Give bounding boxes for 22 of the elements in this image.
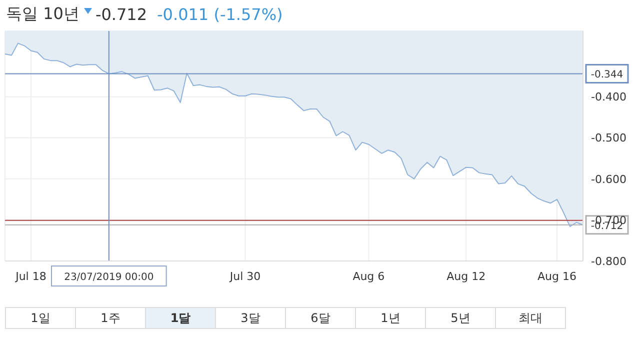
x-tick-label: Aug 16 (538, 270, 577, 283)
text: 3달 (215, 308, 285, 328)
text: -0.712 (95, 5, 148, 24)
text: 1일 (6, 308, 75, 328)
text: 1달 (145, 308, 215, 328)
text: -0.011 (-1.57%) (157, 5, 283, 24)
text: 최대 (495, 308, 565, 328)
text: 1주 (75, 308, 145, 328)
y-tick-label: -0.800 (591, 254, 626, 268)
y-tick-label: -0.500 (591, 132, 626, 145)
y-tick-label: -0.400 (591, 90, 626, 104)
x-tick-label: 23/07/2019 00:00 (64, 272, 154, 283)
x-tick-label: Aug 12 (446, 270, 486, 283)
y-tick-label: -0.600 (591, 172, 626, 186)
text: 1년 (355, 308, 425, 328)
x-tick-label: Jul 18 (14, 270, 46, 283)
x-tick-label: Aug 6 (352, 270, 385, 283)
text: 6달 (285, 308, 355, 328)
text: 5년 (425, 308, 495, 328)
ref-line-label: -0.344 (590, 70, 624, 81)
chart-title: 독일 10년 (6, 4, 80, 25)
x-tick-label: Jul 30 (228, 270, 261, 283)
